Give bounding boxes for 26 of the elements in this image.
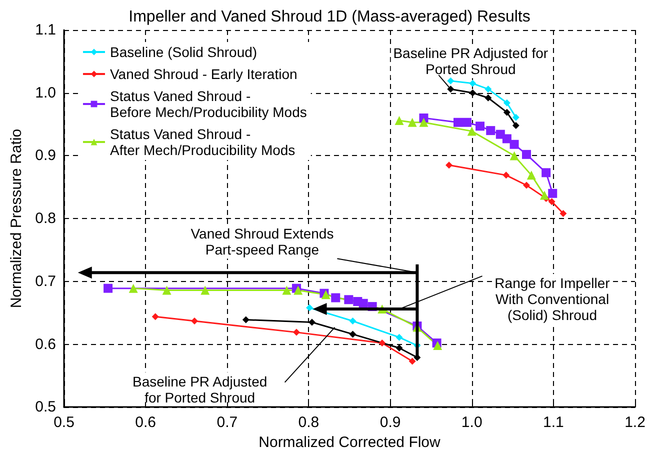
y-axis-title: Normalized Pressure Ratio: [8, 128, 26, 308]
y-tick-label: 1.1: [35, 22, 56, 38]
y-tick-label: 0.7: [35, 272, 56, 290]
legend-label: Status Vaned Shroud - Before Mech/Producibility Mods: [110, 88, 307, 120]
y-tick-label: 0.6: [35, 336, 56, 353]
x-tick-label: 0.9: [380, 414, 401, 432]
legend-label: Baseline (Solid Shroud): [110, 44, 258, 60]
annotation: Baseline PR Adjusted for Ported Shroud: [132, 373, 268, 406]
x-axis-title: Normalized Corrected Flow: [258, 434, 441, 451]
x-tick-label: 0.8: [298, 414, 320, 432]
chart-title: Impeller and Vaned Shroud 1D (Mass-averaged) Results: [128, 8, 530, 26]
y-tick-label: 1.0: [35, 84, 56, 102]
annotation: Range for Impeller With Conventional (Solid) Shroud: [494, 275, 610, 324]
x-tick-label: 0.7: [216, 414, 238, 432]
x-tick-label: 0.6: [135, 414, 156, 432]
legend-label: Status Vaned Shroud - After Mech/Producibility Mods: [110, 126, 296, 158]
legend-label: Vaned Shroud - Early Iteration: [110, 66, 298, 82]
x-tick-label: 0.5: [54, 414, 74, 432]
x-tick-label: 1.2: [624, 414, 646, 432]
x-tick-label: 1.0: [461, 414, 482, 432]
annotation: Vaned Shroud Extends Part-speed Range: [190, 226, 334, 258]
y-tick-label: 0.9: [35, 147, 56, 164]
y-tick-label: 0.8: [35, 210, 56, 228]
y-tick-label: 0.5: [35, 398, 56, 416]
annotation: Baseline PR Adjusted for Ported Shroud: [393, 45, 548, 78]
x-tick-label: 1.1: [543, 414, 564, 432]
